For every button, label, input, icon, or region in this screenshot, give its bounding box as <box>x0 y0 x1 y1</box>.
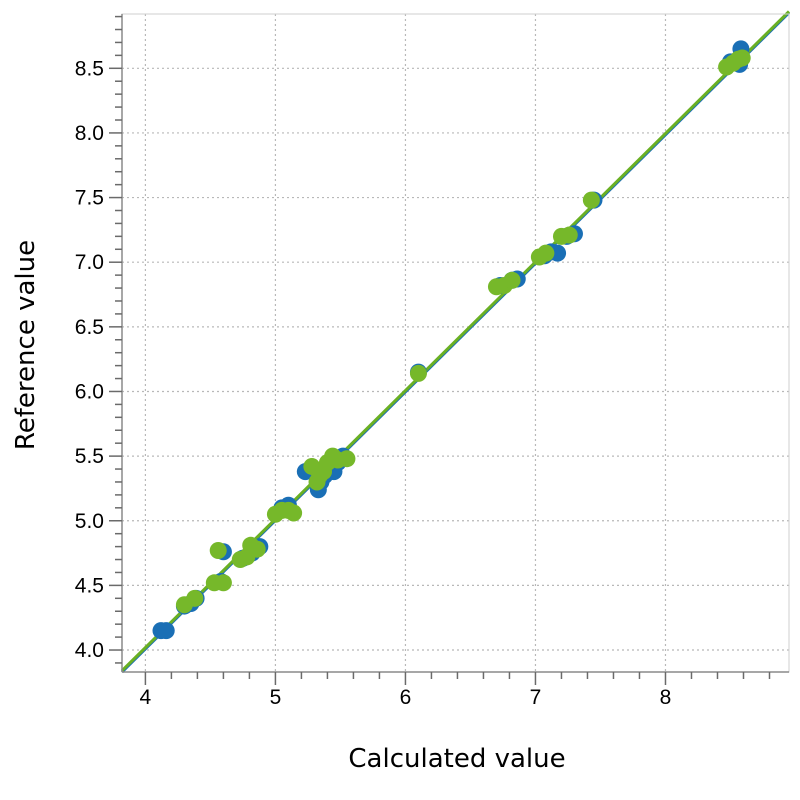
y-tick-label: 8.0 <box>75 122 104 145</box>
x-tick-label: 7 <box>530 686 542 709</box>
data-points <box>152 40 751 640</box>
green-data-point <box>733 49 751 67</box>
green-data-point <box>582 191 600 209</box>
blue-data-point <box>549 244 567 262</box>
blue-data-point <box>157 622 175 640</box>
y-tick-label: 6.0 <box>75 380 104 403</box>
y-axis-title: Reference value <box>11 240 41 450</box>
y-tick-label: 4.5 <box>75 574 104 597</box>
y-tick-label: 5.5 <box>75 445 104 468</box>
green-data-point <box>537 244 555 262</box>
green-data-point <box>560 226 578 244</box>
y-tick-label: 6.5 <box>75 316 104 339</box>
x-tick-label: 4 <box>140 686 152 709</box>
green-data-point <box>214 574 232 592</box>
y-tick-label: 8.5 <box>75 57 104 80</box>
green-data-point <box>338 450 356 468</box>
green-data-point <box>503 271 521 289</box>
y-tick-label: 4.0 <box>75 639 104 662</box>
axes: 4 5 6 7 8 4.0 4.5 5.0 5.5 6.0 6.5 7.0 7.5 8.0 8.5 <box>75 13 790 709</box>
green-data-point <box>285 504 303 522</box>
grid-lines <box>122 14 789 672</box>
x-tick-label: 8 <box>660 686 672 709</box>
y-tick-label: 5.0 <box>75 510 104 533</box>
green-data-point <box>209 541 227 559</box>
y-tick-label: 7.0 <box>75 251 104 274</box>
y-tick-label: 7.5 <box>75 187 104 210</box>
x-axis-title: Calculated value <box>348 744 565 774</box>
x-tick-label: 6 <box>400 686 412 709</box>
green-data-point <box>248 540 266 558</box>
green-data-point <box>186 589 204 607</box>
green-data-point <box>409 364 427 382</box>
x-tick-label: 5 <box>270 686 282 709</box>
